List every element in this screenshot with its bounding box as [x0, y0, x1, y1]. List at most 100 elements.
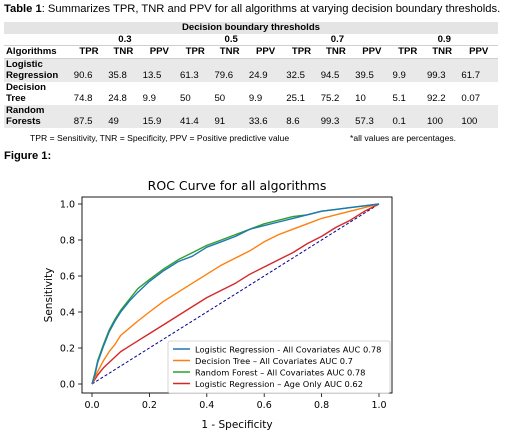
table-caption: Table 1: Summarizes TPR, TNR and PPV for…: [4, 3, 500, 15]
table-cell: 61.3: [178, 70, 213, 82]
table-caption-text: : Summarizes TPR, TNR and PPV for all al…: [41, 3, 501, 15]
table-cell: 57.3: [353, 116, 391, 128]
table-cell: 90.6: [71, 70, 107, 82]
column-header: TNR: [318, 45, 354, 59]
table-cell: 99.3: [424, 70, 460, 82]
column-header: TPR: [284, 45, 319, 59]
figure-label: Figure 1:: [4, 150, 52, 162]
table-row: Decision: [4, 81, 498, 93]
table-cell: 9.9: [390, 70, 425, 82]
table-cell: 9.9: [246, 93, 285, 105]
x-tick-label: 1.0: [371, 400, 386, 411]
column-header: TNR: [212, 45, 247, 59]
group-header: Decision boundary thresholds: [4, 22, 498, 34]
x-tick-label: 0.4: [199, 400, 214, 411]
x-tick-label: 0.8: [314, 400, 329, 411]
table-cell: 49: [106, 116, 141, 128]
table-row: Forests 87.5 49 15.9 41.4 91 33.6 8.6 99…: [4, 116, 498, 128]
table-cell: 91: [212, 116, 247, 128]
threshold-header: 0.9: [390, 33, 498, 46]
threshold-header: 0.7: [284, 33, 391, 46]
algorithm-name: Decision: [4, 81, 72, 93]
table-cell: 24.8: [106, 93, 141, 105]
column-header: TPR: [71, 45, 107, 59]
chart-title: ROC Curve for all algorithms: [148, 178, 327, 193]
table-cell: 39.5: [353, 70, 391, 82]
table-cell: 100: [424, 116, 460, 128]
table-cell: 25.1: [284, 93, 319, 105]
table-row: Tree 74.8 24.8 9.9 50 50 9.9 25.1 75.2 1…: [4, 93, 498, 105]
table-cell: 8.6: [284, 116, 319, 128]
table-cell: 41.4: [178, 116, 213, 128]
table-cell: 75.2: [318, 93, 354, 105]
table-cell: 94.5: [318, 70, 354, 82]
x-tick-label: 0.2: [142, 400, 157, 411]
y-axis: 0.0 0.2 0.4 0.6 0.8 1.0: [60, 200, 82, 391]
legend-entry: Random Forest – All Covariates AUC 0.78: [195, 367, 365, 377]
x-axis-label: 1 - Specificity: [201, 419, 272, 431]
y-tick-label: 0.8: [60, 236, 75, 247]
table-cell: 15.9: [140, 116, 179, 128]
table-cell: 24.9: [246, 70, 285, 82]
table-row: Logistic: [4, 58, 498, 70]
percentage-note: *all values are percentages.: [350, 133, 457, 143]
abbreviation-note: TPR = Sensitivity, TNR = Specificity, PP…: [30, 133, 290, 143]
legend: Logistic Regression - All Covariates AUC…: [167, 340, 391, 394]
column-header: TPR: [390, 45, 425, 59]
table-row: Regression 90.6 35.8 13.5 61.3 79.6 24.9…: [4, 70, 498, 82]
legend-entry: Logistic Regression – Age Only AUC 0.62: [195, 379, 363, 389]
table-cell: 61.7: [459, 70, 498, 82]
series-line: [91, 203, 380, 385]
threshold-header: 0.3: [71, 33, 179, 46]
table-cell: 74.8: [71, 93, 107, 105]
table-cell: 50: [178, 93, 213, 105]
y-tick-label: 0.6: [60, 272, 75, 283]
y-tick-label: 0.0: [60, 380, 75, 391]
table-cell: 35.8: [106, 70, 141, 82]
table-cell: 79.6: [212, 70, 247, 82]
y-tick-label: 0.4: [60, 308, 75, 319]
x-tick-label: 0.0: [84, 400, 99, 411]
table-cell: 87.5: [71, 116, 107, 128]
roc-chart: ROC Curve for all algorithms 0.00.20.40.…: [43, 178, 393, 431]
column-header: PPV: [246, 45, 285, 59]
threshold-header-spacer: [4, 33, 72, 46]
series-group: [91, 203, 380, 385]
legend-entry: Logistic Regression - All Covariates AUC…: [195, 344, 381, 354]
series-line: [91, 203, 380, 385]
table-cell: 0.1: [390, 116, 425, 128]
algorithm-name: Forests: [4, 116, 72, 128]
legend-box: [167, 340, 391, 394]
algorithm-name: Logistic: [4, 58, 72, 70]
algorithm-name: Random: [4, 104, 72, 116]
table-caption-label: Table 1: [4, 3, 42, 15]
column-header: TNR: [424, 45, 460, 59]
legend-entry: Decision Tree – All Covariates AUC 0.7: [195, 356, 353, 366]
y-tick-label: 1.0: [60, 200, 75, 211]
table-cell: 5.1: [390, 93, 425, 105]
table-cell: 92.2: [424, 93, 460, 105]
threshold-header: 0.5: [178, 33, 285, 46]
y-tick-label: 0.2: [60, 344, 75, 355]
algorithm-name: Regression: [4, 70, 72, 82]
results-table: Decision boundary thresholds 0.3 0.5 0.7…: [4, 22, 498, 128]
algorithm-name: Tree: [4, 93, 72, 105]
column-header: TPR: [178, 45, 213, 59]
y-axis-label: Sensitivity: [43, 268, 55, 323]
table-cell: 9.9: [140, 93, 179, 105]
column-header: TNR: [106, 45, 141, 59]
x-tick-label: 0.6: [257, 400, 272, 411]
table-cell: 50: [212, 93, 247, 105]
table-cell: 0.07: [459, 93, 498, 105]
table-cell: 13.5: [140, 70, 179, 82]
x-axis: 0.0 0.2 0.4 0.6 0.8 1.0: [84, 393, 387, 411]
series-line: [91, 203, 380, 385]
table-cell: 100: [459, 116, 498, 128]
table-cell: 33.6: [246, 116, 285, 128]
table-row: Random: [4, 104, 498, 116]
column-header: PPV: [353, 45, 391, 59]
column-header: PPV: [140, 45, 179, 59]
chance-diagonal-line: [91, 203, 380, 385]
table-cell: 99.3: [318, 116, 354, 128]
table-cell: 32.5: [284, 70, 319, 82]
